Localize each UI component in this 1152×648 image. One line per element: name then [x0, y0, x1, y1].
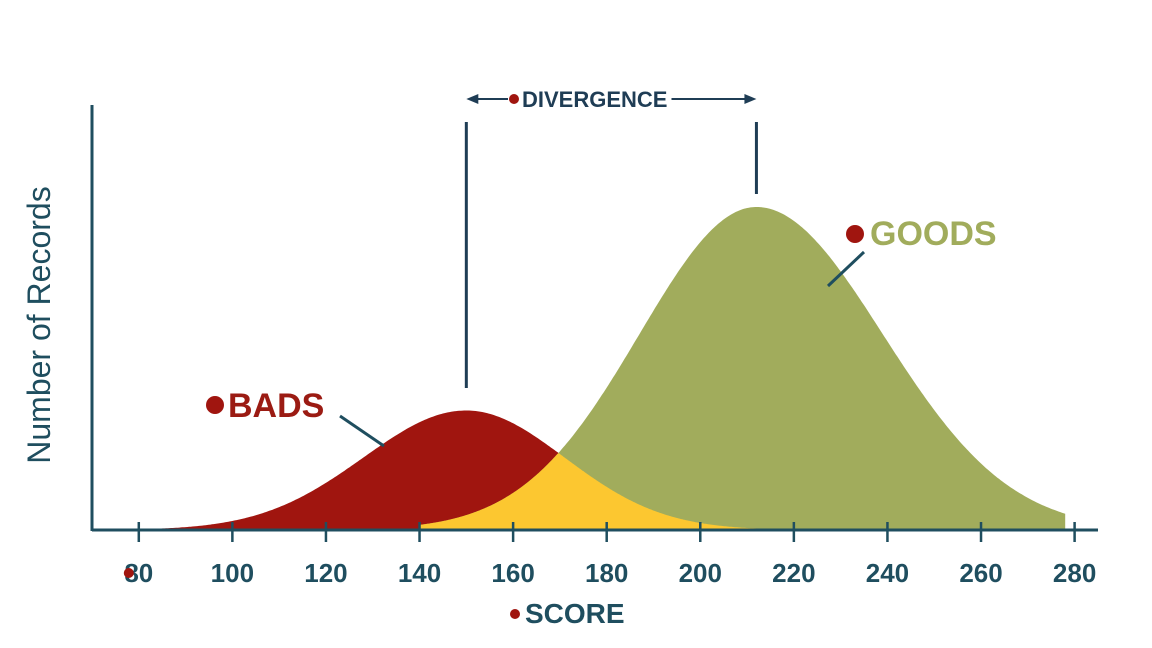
x-tick-label-160: 160 [491, 558, 534, 588]
x-tick-label-200: 200 [679, 558, 722, 588]
goods-area [419, 207, 1066, 530]
x-tick-label-180: 180 [585, 558, 628, 588]
x-tick-label-100: 100 [211, 558, 254, 588]
divergence-arrowhead-left [466, 94, 479, 104]
goods-label-bullet [846, 225, 864, 243]
divergence-label: DIVERGENCE [522, 87, 667, 112]
bads-legend-label: BADS [228, 387, 324, 425]
x-tick-label-220: 220 [772, 558, 815, 588]
bads-area [148, 410, 804, 530]
x-tick-label-240: 240 [866, 558, 909, 588]
bads-label-bullet [206, 396, 224, 414]
divergence-label-bullet [509, 94, 519, 104]
x-tick-label-bullet [123, 568, 134, 578]
goods-legend-label: GOODS [870, 215, 997, 253]
x-axis-label-bullet [510, 609, 520, 619]
x-ticks: 80 100 120 140 160 180 200 220 240 260 280 [123, 522, 1096, 588]
goods-leader-line [826, 250, 866, 288]
overlap-area [419, 453, 804, 530]
x-tick-label-260: 260 [959, 558, 1002, 588]
divergence-arrowhead-right [744, 94, 757, 104]
x-tick-label-140: 140 [398, 558, 441, 588]
y-axis-label: Number of Records [21, 186, 57, 463]
bads-leader-line [339, 414, 385, 448]
x-axis-label: SCORE [525, 598, 625, 629]
x-tick-label-120: 120 [304, 558, 347, 588]
divergence-label-background [508, 86, 672, 112]
x-tick-label-280: 280 [1053, 558, 1096, 588]
